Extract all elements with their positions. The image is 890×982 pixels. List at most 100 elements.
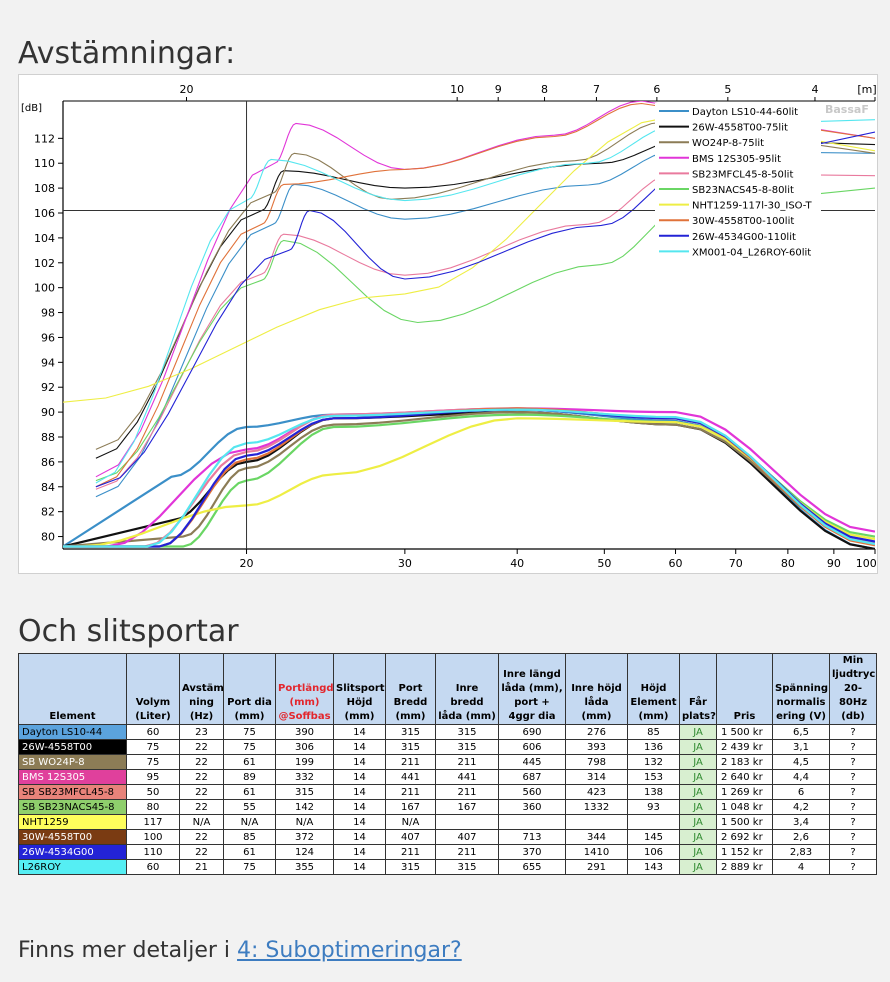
header-cell: Min ljudtryck 20-80Hz (db) (829, 653, 877, 725)
table-cell: 1 500 kr (716, 724, 773, 740)
element-name-cell: 30W-4558T00 (18, 829, 127, 845)
table-cell: 4,4 (772, 769, 830, 785)
series-port-curve (63, 115, 875, 403)
table-cell: 315 (275, 784, 334, 800)
x-tick-label: 70 (729, 557, 743, 570)
footer-text: Finns mer detaljer i 4: Suboptimeringar? (18, 938, 462, 963)
table-cell: 22 (179, 769, 224, 785)
table-cell: 606 (498, 739, 566, 755)
y-tick-label: 88 (41, 431, 55, 444)
specs-table: Element Volym (Liter) Avstäm-ning (Hz) Port… (18, 653, 877, 875)
table-cell: 61 (223, 844, 276, 860)
header-cell: Avstäm-ning (Hz) (179, 653, 224, 725)
table-cell: 211 (385, 754, 436, 770)
table-cell: ? (829, 859, 877, 875)
top-tick-label: 5 (724, 83, 731, 96)
table-row: Dayton LS10-44 60 23 75 390 14 315 315 690 276 85 J… (18, 724, 877, 740)
y-tick-label: 98 (41, 307, 55, 320)
legend-box (655, 103, 821, 267)
y-tick-label: 92 (41, 381, 55, 394)
table-cell: 6,5 (772, 724, 830, 740)
table-cell: 360 (498, 799, 566, 815)
table-row: L26ROY 60 21 75 355 14 315 315 655 291 143 JA 2 889 … (18, 859, 877, 875)
table-row: NHT1259 117 N/A N/A N/A 14 N/A JA 1 500 kr 3,4? (18, 814, 877, 830)
y-unit-label: [dB] (21, 103, 42, 114)
y-tick-label: 100 (34, 282, 55, 295)
y-tick-label: 96 (41, 331, 55, 344)
series-port-curve (95, 172, 875, 490)
table-cell: ? (829, 769, 877, 785)
table-cell: ? (829, 814, 877, 830)
table-cell: 2 183 kr (716, 754, 773, 770)
table-cell: JA (679, 799, 717, 815)
footer-prefix: Finns mer detaljer i (18, 938, 238, 963)
table-cell: 276 (565, 724, 628, 740)
x-tick-label: 50 (597, 557, 611, 570)
table-cell: 315 (385, 859, 436, 875)
table-cell: 106 (627, 844, 680, 860)
table-cell: 22 (179, 754, 224, 770)
top-tick-label: 10 (450, 83, 464, 96)
table-cell: 1332 (565, 799, 628, 815)
header-cell: Port dia (mm) (223, 653, 276, 725)
table-cell: 50 (126, 784, 180, 800)
header-cell: Port Bredd (mm) (385, 653, 436, 725)
x-tick-label: 60 (669, 557, 683, 570)
table-row: BMS 12S305 95 22 89 332 14 441 441 687 314 153 JA 2 … (18, 769, 877, 785)
series-spl-curve (63, 407, 875, 548)
series-spl-curve (63, 408, 875, 548)
table-cell: 22 (179, 829, 224, 845)
series-port-curve (95, 119, 875, 484)
table-cell: 2 640 kr (716, 769, 773, 785)
table-cell: 306 (275, 739, 334, 755)
table-cell: 1 500 kr (716, 814, 773, 830)
top-tick-label: 7 (593, 83, 600, 96)
element-name-cell: 26W-4558T00 (18, 739, 127, 755)
table-cell: 167 (385, 799, 436, 815)
table-cell: 21 (179, 859, 224, 875)
table-cell: JA (679, 829, 717, 845)
header-cell: Portlängd (mm) @Soffbas (275, 653, 334, 725)
table-cell: ? (829, 799, 877, 815)
table-cell: 89 (223, 769, 276, 785)
table-cell: 370 (498, 844, 566, 860)
header-cell: Volym (Liter) (126, 653, 180, 725)
y-tick-label: 90 (41, 406, 55, 419)
table-cell: 75 (126, 754, 180, 770)
table-cell: 1410 (565, 844, 628, 860)
section-title-tuning: Avstämningar: (18, 36, 236, 71)
watermark-text: BassaF (825, 103, 869, 116)
table-cell: ? (829, 829, 877, 845)
table-cell: 93 (627, 799, 680, 815)
curves-group (63, 101, 875, 549)
table-cell: ? (829, 754, 877, 770)
table-row: 30W-4558T00 100 22 85 372 14 407 407 713 344 145 JA… (18, 829, 877, 845)
table-cell: 14 (333, 724, 386, 740)
table-cell: 315 (385, 724, 436, 740)
table-cell: 136 (627, 739, 680, 755)
table-cell: N/A (179, 814, 224, 830)
legend-label: 26W-4534G00-110lit (692, 232, 796, 243)
frequency-response-chart: 80 82 84 86 88 90 92 94 96 98 100 102 104 106 108 110 11… (18, 74, 890, 574)
y-tick-label: 80 (41, 531, 55, 544)
table-cell: 117 (126, 814, 180, 830)
table-cell: 211 (435, 754, 499, 770)
header-cell: Inre bredd låda (mm) (435, 653, 499, 725)
element-name-cell: SB SB23NACS45-8 (18, 799, 127, 815)
table-cell: 22 (179, 844, 224, 860)
series-spl-curve (63, 407, 875, 548)
table-cell (435, 814, 499, 830)
table-cell: 4 (772, 859, 830, 875)
top-tick-label: [m] (857, 83, 876, 96)
table-cell: 2 692 kr (716, 829, 773, 845)
table-cell: 1 048 kr (716, 799, 773, 815)
table-cell: 95 (126, 769, 180, 785)
table-cell: 560 (498, 784, 566, 800)
legend-label: XM001-04_L26ROY-60lit (692, 247, 811, 258)
table-cell (498, 814, 566, 830)
table-cell: JA (679, 724, 717, 740)
suboptimization-link[interactable]: 4: Suboptimeringar? (237, 938, 462, 963)
table-cell: 23 (179, 724, 224, 740)
series-spl-curve (63, 408, 875, 548)
y-tick-label: 102 (34, 257, 55, 270)
